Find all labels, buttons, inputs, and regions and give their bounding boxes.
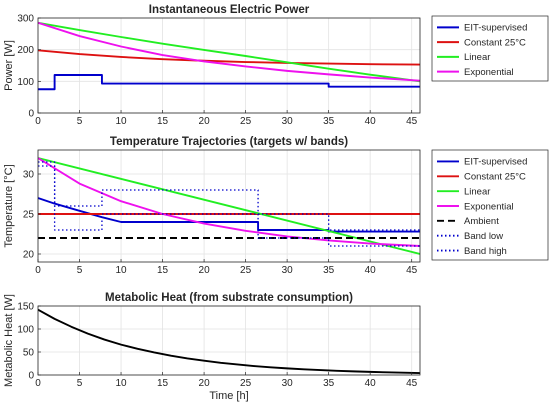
legend-label-constant-25c: Constant 25°C xyxy=(464,37,526,48)
x-tick-label: 10 xyxy=(115,378,127,389)
series-line-exponential xyxy=(38,157,420,247)
y-tick-label: 0 xyxy=(28,109,34,120)
y-axis-label: Temperature [°C] xyxy=(3,164,15,247)
x-tick-label: 40 xyxy=(365,116,377,127)
legend-label-eit-supervised: EIT-supervised xyxy=(464,157,527,168)
axes-frame xyxy=(37,305,421,376)
y-tick-label: 20 xyxy=(23,250,35,261)
x-tick-label: 15 xyxy=(157,378,169,389)
metabolic-heat-panel: Metabolic Heat (from substrate consumpti… xyxy=(3,292,421,402)
y-tick-label: 150 xyxy=(17,302,34,313)
metabolic-heat-panel-title: Metabolic Heat (from substrate consumpti… xyxy=(105,292,353,304)
x-tick-label: 25 xyxy=(240,265,252,276)
x-tick-label: 15 xyxy=(157,265,169,276)
legend-label-band-high: Band high xyxy=(464,246,507,257)
series-line-linear xyxy=(38,157,420,255)
x-tick-label: 0 xyxy=(35,265,41,276)
x-tick-label: 25 xyxy=(240,116,252,127)
y-axis-label: Power [W] xyxy=(3,40,15,91)
temperature-panel-title: Temperature Trajectories (targets w/ ban… xyxy=(110,136,348,148)
x-tick-label: 20 xyxy=(199,378,211,389)
legend: EIT-supervised Constant 25°C Linear Exponen… xyxy=(431,15,549,82)
series-line-exponential xyxy=(38,21,420,82)
x-tick-label: 5 xyxy=(77,265,83,276)
x-tick-label: 35 xyxy=(323,378,335,389)
x-tick-label: 10 xyxy=(115,116,127,127)
x-tick-label: 35 xyxy=(323,265,335,276)
legend-label-linear: Linear xyxy=(464,52,490,63)
y-tick-label: 300 xyxy=(17,14,34,25)
legend-box xyxy=(431,149,549,261)
y-tick-label: 100 xyxy=(17,77,34,88)
x-tick-label: 5 xyxy=(77,116,83,127)
y-tick-label: 200 xyxy=(17,45,34,56)
x-tick-label: 30 xyxy=(282,116,294,127)
x-tick-label: 30 xyxy=(282,265,294,276)
temperature-panel: Temperature Trajectories (targets w/ ban… xyxy=(3,136,549,276)
power-panel: Instantaneous Electric Power 0 5 10 15 20 25 3… xyxy=(3,4,549,127)
series-line-eit-supervised xyxy=(38,74,420,91)
x-tick-label: 40 xyxy=(365,378,377,389)
x-axis-label: Time [h] xyxy=(209,390,248,402)
axes-frame xyxy=(37,149,421,263)
legend-label-constant-25c: Constant 25°C xyxy=(464,172,526,183)
series-line-metabolic-heat xyxy=(38,308,420,374)
x-tick-label: 35 xyxy=(323,116,335,127)
y-tick-label: 0 xyxy=(28,371,34,382)
legend-label-ambient: Ambient xyxy=(464,216,499,227)
series-line-constant-25c xyxy=(38,49,420,66)
x-tick-label: 5 xyxy=(77,378,83,389)
legend-label-band-low: Band low xyxy=(464,231,503,242)
x-tick-label: 0 xyxy=(35,378,41,389)
y-tick-label: 25 xyxy=(23,210,35,221)
x-tick-label: 0 xyxy=(35,116,41,127)
plot-area xyxy=(38,306,420,375)
legend-label-eit-supervised: EIT-supervised xyxy=(464,23,527,34)
x-tick-label: 10 xyxy=(115,265,127,276)
legend: EIT-supervised Constant 25°C Linear Exponen… xyxy=(431,149,549,261)
x-tick-label: 40 xyxy=(365,265,377,276)
legend-label-exponential: Exponential xyxy=(464,201,514,212)
y-tick-label: 50 xyxy=(23,348,35,359)
x-tick-label: 20 xyxy=(199,116,211,127)
x-tick-label: 20 xyxy=(199,265,211,276)
axes-frame xyxy=(37,17,421,114)
y-axis-label: Metabolic Heat [W] xyxy=(3,294,15,387)
power-panel-title: Instantaneous Electric Power xyxy=(149,4,310,16)
series-line-linear xyxy=(38,21,420,83)
x-tick-label: 45 xyxy=(406,378,418,389)
y-tick-label: 30 xyxy=(23,170,35,181)
x-tick-label: 25 xyxy=(240,378,252,389)
legend-label-exponential: Exponential xyxy=(464,67,514,78)
x-tick-label: 15 xyxy=(157,116,169,127)
x-tick-label: 30 xyxy=(282,378,294,389)
legend-label-linear: Linear xyxy=(464,186,490,197)
x-tick-label: 45 xyxy=(406,265,418,276)
y-tick-label: 100 xyxy=(17,325,34,336)
x-tick-label: 45 xyxy=(406,116,418,127)
